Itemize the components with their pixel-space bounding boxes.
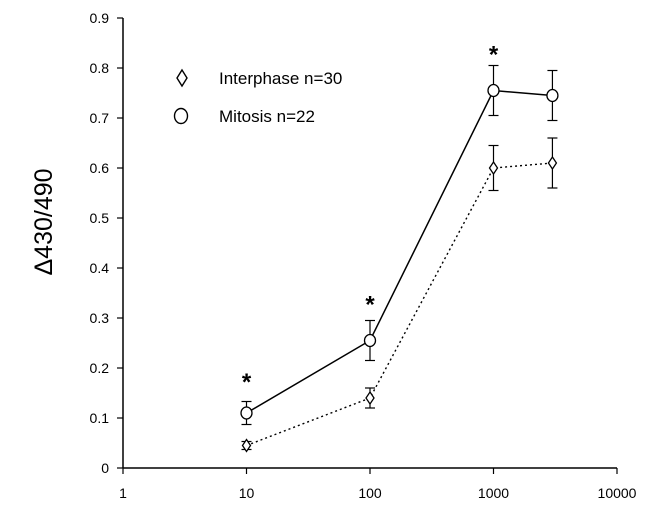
legend: Interphase n=30 Mitosis n=22	[173, 68, 342, 126]
series-layer	[240, 64, 559, 453]
y-tick-label: 0.1	[90, 410, 110, 426]
y-tick-label: 0.5	[90, 210, 110, 226]
significance-marker: *	[365, 292, 375, 319]
significance-marker: *	[242, 369, 252, 396]
y-tick-label: 0	[101, 460, 109, 476]
legend-circle-icon	[173, 107, 189, 125]
y-tick-label: 0.2	[90, 360, 110, 376]
data-point	[240, 406, 253, 420]
x-tick-label: 1000	[478, 485, 509, 501]
axes: 0 0.1 0.2 0.3 0.4 0.5 0.6 0.7 0.8 0.9 1 10 100 1000 10…	[90, 10, 637, 501]
legend-diamond-icon	[176, 68, 188, 88]
y-tick-label: 0.9	[90, 10, 110, 26]
data-point	[363, 333, 377, 348]
series-line	[246, 162, 553, 447]
y-tick-label: 0.3	[90, 310, 110, 326]
series-line	[246, 89, 553, 414]
data-point	[487, 83, 500, 98]
legend-label: Interphase n=30	[219, 69, 342, 88]
data-point	[488, 160, 499, 176]
data-point	[365, 390, 375, 406]
annotations: * * *	[242, 42, 499, 397]
data-point	[547, 155, 558, 171]
data-point	[241, 438, 252, 453]
x-tick-label: 10	[239, 485, 255, 501]
series-interphase	[241, 137, 558, 453]
y-tick-label: 0.8	[90, 60, 110, 76]
y-axis-label: Δ430/490	[30, 168, 58, 275]
legend-label: Mitosis n=22	[219, 107, 315, 126]
y-tick-label: 0.6	[90, 160, 110, 176]
series-mitosis	[240, 64, 559, 426]
significance-marker: *	[489, 42, 499, 69]
y-tick-label: 0.4	[90, 260, 110, 276]
x-tick-label: 100	[358, 485, 382, 501]
x-tick-label: 10000	[598, 485, 637, 501]
y-tick-label: 0.7	[90, 110, 110, 126]
x-tick-label: 1	[119, 485, 127, 501]
data-point	[546, 88, 559, 103]
